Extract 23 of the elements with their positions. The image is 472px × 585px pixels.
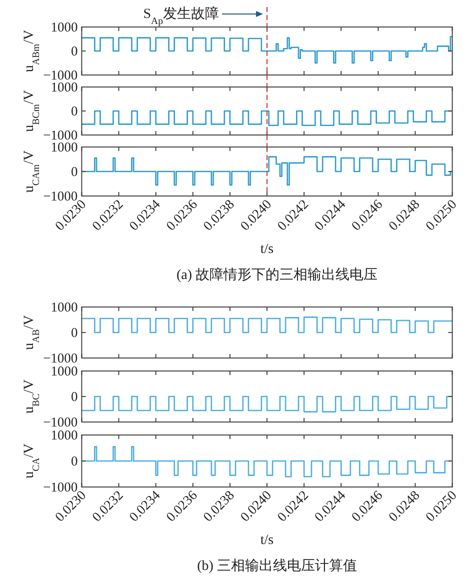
y-tick-label: −1000 [43, 480, 78, 494]
y-tick-label: 0 [70, 164, 78, 179]
y-tick-label: −1000 [43, 188, 78, 204]
y-tick-label: −1000 [43, 350, 78, 366]
y-tick-label: 1000 [50, 428, 78, 442]
y-tick-label: 0 [70, 325, 78, 340]
y-tick-label: −1000 [43, 414, 78, 430]
y-tick-label: 0 [70, 44, 78, 58]
y-tick-label: 0 [70, 104, 78, 118]
y-tick-label: −1000 [43, 68, 78, 82]
y-tick-label: 1000 [50, 300, 78, 314]
y-tick-label: 0 [70, 454, 78, 468]
y-tick-label: 1000 [50, 140, 78, 154]
y-tick-label: 1000 [50, 80, 78, 94]
x-axis-title: t/s [260, 242, 274, 257]
text: (b) 三相输出线电压计算值 [197, 558, 357, 574]
x-axis-title: t/s [260, 533, 274, 548]
y-tick-label: 1000 [50, 364, 78, 378]
text: S$_{Ap}$发生故障 [143, 6, 219, 26]
y-tick-label: 1000 [50, 20, 78, 34]
y-tick-label: 0 [70, 389, 78, 404]
y-tick-label: −1000 [43, 128, 78, 142]
text: (a) 故障情形下的三相输出线电压 [176, 267, 378, 283]
